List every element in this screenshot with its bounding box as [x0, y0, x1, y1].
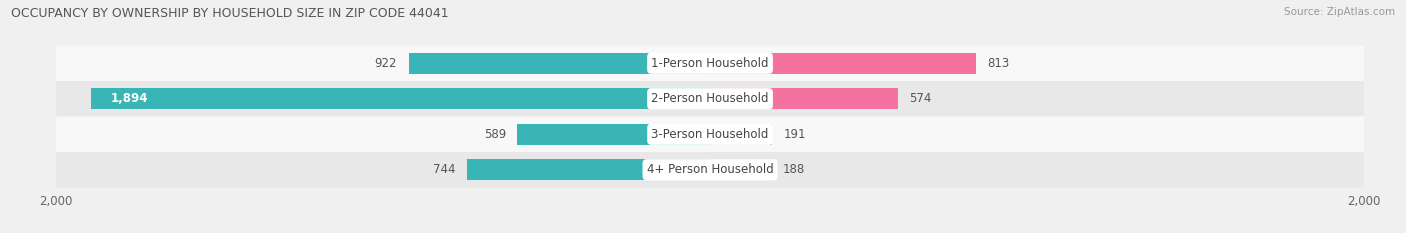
- Text: 188: 188: [783, 163, 806, 176]
- Text: 191: 191: [785, 128, 807, 141]
- FancyBboxPatch shape: [56, 152, 1364, 188]
- Bar: [91, 89, 710, 109]
- Bar: [710, 89, 897, 109]
- Text: 813: 813: [987, 57, 1010, 70]
- Text: Source: ZipAtlas.com: Source: ZipAtlas.com: [1284, 7, 1395, 17]
- Text: 589: 589: [484, 128, 506, 141]
- Text: 3-Person Household: 3-Person Household: [651, 128, 769, 141]
- FancyBboxPatch shape: [56, 116, 1364, 152]
- Bar: [710, 159, 772, 180]
- Text: 1,894: 1,894: [111, 92, 148, 105]
- Bar: [409, 53, 710, 74]
- Text: 922: 922: [374, 57, 396, 70]
- Text: 2-Person Household: 2-Person Household: [651, 92, 769, 105]
- Bar: [517, 124, 710, 144]
- Bar: [710, 124, 772, 144]
- Bar: [467, 159, 710, 180]
- Bar: [710, 53, 976, 74]
- Text: 4+ Person Household: 4+ Person Household: [647, 163, 773, 176]
- Text: OCCUPANCY BY OWNERSHIP BY HOUSEHOLD SIZE IN ZIP CODE 44041: OCCUPANCY BY OWNERSHIP BY HOUSEHOLD SIZE…: [11, 7, 449, 20]
- Text: 744: 744: [433, 163, 456, 176]
- Text: 1-Person Household: 1-Person Household: [651, 57, 769, 70]
- FancyBboxPatch shape: [56, 45, 1364, 81]
- Text: 574: 574: [910, 92, 932, 105]
- FancyBboxPatch shape: [56, 81, 1364, 116]
